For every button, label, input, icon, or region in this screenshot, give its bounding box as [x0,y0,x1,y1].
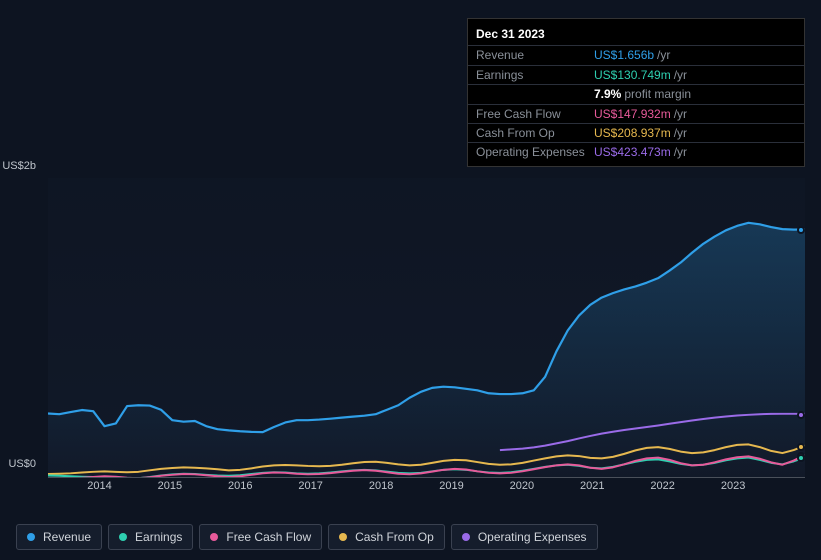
legend-swatch [210,533,218,541]
tooltip-row-label: Revenue [476,48,594,62]
legend-swatch [119,533,127,541]
series-marker-revenue [797,226,805,234]
tooltip-row-revenue: Revenue US$1.656b /yr [468,45,804,64]
tooltip-date: Dec 31 2023 [468,23,804,45]
legend-swatch [27,533,35,541]
x-tick-label: 2019 [439,480,463,492]
tooltip-row-value: US$130.749m [594,68,671,82]
tooltip-row-suffix: /yr [657,48,670,62]
tooltip-row-suffix: /yr [674,68,687,82]
legend-label: Cash From Op [355,530,434,544]
tooltip-row-value: US$423.473m [594,145,671,159]
tooltip-row-suffix: /yr [674,126,687,140]
x-tick-label: 2014 [87,480,111,492]
tooltip-row-suffix: /yr [674,107,687,121]
legend-item-fcf[interactable]: Free Cash Flow [199,524,322,550]
legend-swatch [462,533,470,541]
tooltip-row-fcf: Free Cash Flow US$147.932m /yr [468,104,804,123]
tooltip-row-label: Operating Expenses [476,145,594,159]
x-tick-label: 2021 [580,480,604,492]
chart-legend: Revenue Earnings Free Cash Flow Cash From O… [16,524,598,550]
legend-label: Earnings [135,530,182,544]
tooltip-row-label: Earnings [476,68,594,82]
series-marker-cashop [797,443,805,451]
tooltip-row-cashop: Cash From Op US$208.937m /yr [468,123,804,142]
x-tick-label: 2022 [650,480,674,492]
y-axis-max-label: US$2b [2,160,36,172]
tooltip-row-value: US$147.932m [594,107,671,121]
y-axis-min-label: US$0 [2,458,36,470]
x-tick-label: 2015 [158,480,182,492]
x-tick-label: 2018 [369,480,393,492]
tooltip-row-label: Free Cash Flow [476,107,594,121]
legend-item-revenue[interactable]: Revenue [16,524,102,550]
tooltip-row-opex: Operating Expenses US$423.473m /yr [468,142,804,161]
legend-label: Free Cash Flow [226,530,311,544]
legend-label: Revenue [43,530,91,544]
x-tick-label: 2017 [298,480,322,492]
series-marker-opex [797,411,805,419]
tooltip-row-label: Cash From Op [476,126,594,140]
plot-area[interactable] [48,178,805,478]
series-marker-earnings [797,454,805,462]
chart: US$2b US$0 20142015201620172018201920202… [16,160,805,480]
legend-item-earnings[interactable]: Earnings [108,524,193,550]
tooltip-row-suffix: /yr [674,145,687,159]
x-tick-label: 2023 [721,480,745,492]
tooltip-row-value: US$1.656b [594,48,654,62]
legend-item-cashop[interactable]: Cash From Op [328,524,445,550]
tooltip-row-earnings: Earnings US$130.749m /yr [468,65,804,84]
x-tick-label: 2016 [228,480,252,492]
tooltip-margin-value: 7.9% [594,87,621,101]
tooltip-margin-row: 7.9% profit margin [468,84,804,103]
chart-svg [48,178,805,477]
tooltip-row-value: US$208.937m [594,126,671,140]
tooltip-margin-label: profit margin [624,87,691,101]
legend-item-opex[interactable]: Operating Expenses [451,524,598,550]
x-tick-label: 2020 [510,480,534,492]
legend-swatch [339,533,347,541]
legend-label: Operating Expenses [478,530,587,544]
chart-tooltip: Dec 31 2023 Revenue US$1.656b /yr Earnin… [467,18,805,167]
